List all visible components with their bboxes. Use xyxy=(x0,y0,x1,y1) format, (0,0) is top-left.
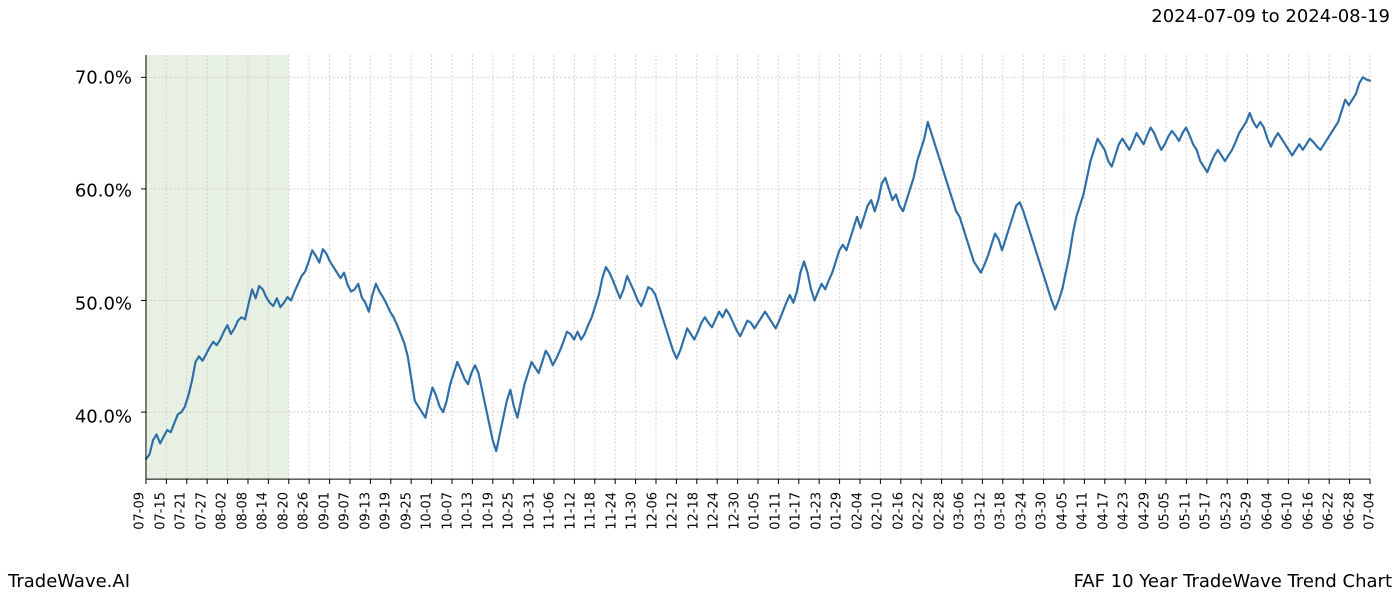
x-tick-label: 04-05 xyxy=(1055,492,1070,530)
x-tick-label: 11-30 xyxy=(625,492,640,530)
x-tick-label: 06-22 xyxy=(1322,492,1337,530)
x-tick-label: 12-06 xyxy=(645,492,660,530)
x-tick-label: 09-19 xyxy=(379,492,394,530)
x-tick-label: 07-04 xyxy=(1363,492,1378,530)
y-tick-label: 50.0% xyxy=(75,293,132,314)
x-tick-label: 03-18 xyxy=(994,492,1009,530)
x-tick-label: 09-07 xyxy=(338,492,353,530)
x-tick-label: 05-11 xyxy=(1178,492,1193,530)
x-tick-label: 02-16 xyxy=(891,492,906,530)
x-tick-label: 11-18 xyxy=(584,492,599,530)
trend-chart xyxy=(140,55,1370,485)
y-tick-label: 70.0% xyxy=(75,67,132,88)
x-tick-label: 10-25 xyxy=(502,492,517,530)
x-tick-label: 03-06 xyxy=(953,492,968,530)
date-range-label: 2024-07-09 to 2024-08-19 xyxy=(1151,6,1390,27)
x-tick-label: 11-06 xyxy=(543,492,558,530)
brand-label: TradeWave.AI xyxy=(8,571,130,592)
x-tick-label: 06-16 xyxy=(1301,492,1316,530)
x-tick-label: 01-23 xyxy=(809,492,824,530)
x-tick-label: 03-24 xyxy=(1014,492,1029,530)
x-tick-label: 11-24 xyxy=(604,492,619,530)
x-tick-label: 01-29 xyxy=(830,492,845,530)
x-tick-label: 11-12 xyxy=(563,492,578,530)
x-tick-label: 10-07 xyxy=(440,492,455,530)
x-tick-label: 04-29 xyxy=(1137,492,1152,530)
x-tick-label: 01-11 xyxy=(768,492,783,530)
x-tick-label: 09-25 xyxy=(399,492,414,530)
x-tick-label: 07-27 xyxy=(194,492,209,530)
x-tick-label: 04-23 xyxy=(1117,492,1132,530)
x-tick-label: 04-11 xyxy=(1076,492,1091,530)
x-tick-label: 02-10 xyxy=(871,492,886,530)
x-tick-label: 08-26 xyxy=(297,492,312,530)
x-tick-label: 06-10 xyxy=(1281,492,1296,530)
x-tick-label: 05-23 xyxy=(1219,492,1234,530)
x-tick-label: 10-31 xyxy=(522,492,537,530)
x-tick-label: 02-04 xyxy=(850,492,865,530)
x-tick-label: 10-01 xyxy=(420,492,435,530)
x-tick-label: 08-14 xyxy=(256,492,271,530)
x-tick-label: 05-05 xyxy=(1158,492,1173,530)
x-tick-label: 07-09 xyxy=(133,492,148,530)
chart-caption: FAF 10 Year TradeWave Trend Chart xyxy=(1074,571,1392,592)
x-tick-label: 08-02 xyxy=(215,492,230,530)
x-tick-label: 10-13 xyxy=(461,492,476,530)
x-tick-label: 08-08 xyxy=(235,492,250,530)
x-tick-label: 12-24 xyxy=(707,492,722,530)
x-tick-label: 09-01 xyxy=(317,492,332,530)
x-tick-label: 06-28 xyxy=(1342,492,1357,530)
x-tick-label: 07-15 xyxy=(153,492,168,530)
x-tick-label: 12-12 xyxy=(666,492,681,530)
x-tick-label: 05-29 xyxy=(1240,492,1255,530)
x-tick-label: 07-21 xyxy=(174,492,189,530)
x-tick-label: 12-30 xyxy=(727,492,742,530)
x-tick-label: 09-13 xyxy=(358,492,373,530)
x-tick-label: 03-12 xyxy=(973,492,988,530)
x-tick-label: 04-17 xyxy=(1096,492,1111,530)
y-tick-label: 40.0% xyxy=(75,407,132,428)
x-tick-label: 02-28 xyxy=(932,492,947,530)
y-tick-label: 60.0% xyxy=(75,180,132,201)
x-tick-label: 10-19 xyxy=(481,492,496,530)
x-tick-label: 06-04 xyxy=(1260,492,1275,530)
x-tick-label: 05-17 xyxy=(1199,492,1214,530)
x-tick-label: 03-30 xyxy=(1035,492,1050,530)
x-tick-label: 01-05 xyxy=(748,492,763,530)
x-tick-label: 01-17 xyxy=(789,492,804,530)
x-tick-label: 02-22 xyxy=(912,492,927,530)
x-tick-label: 12-18 xyxy=(686,492,701,530)
x-tick-label: 08-20 xyxy=(276,492,291,530)
